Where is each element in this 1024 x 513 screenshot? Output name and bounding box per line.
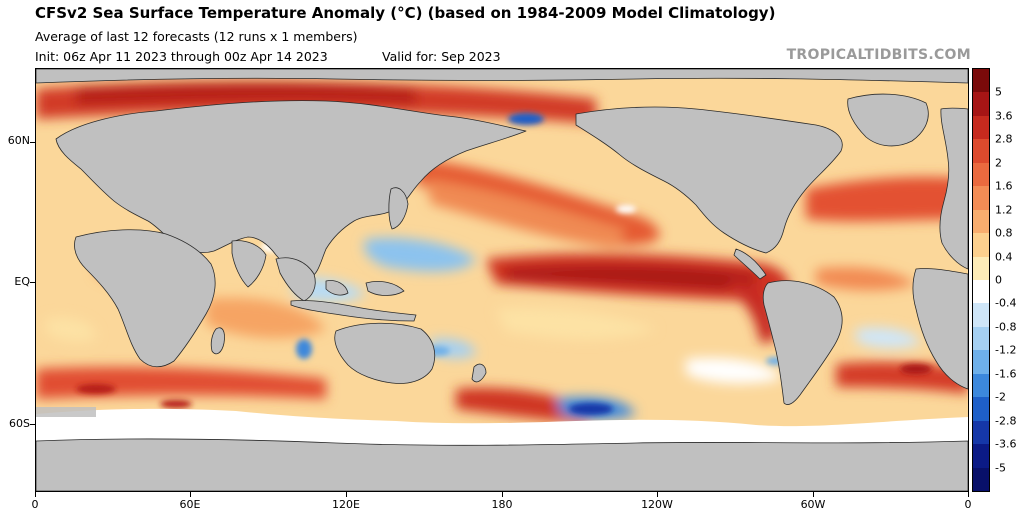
colorbar-segment xyxy=(973,350,989,375)
y-tick-mark xyxy=(30,142,35,143)
init-time: Init: 06z Apr 11 2023 through 00z Apr 14… xyxy=(35,49,328,64)
site-watermark: TROPICALTIDBITS.COM xyxy=(786,47,971,63)
colorbar-segment xyxy=(973,139,989,164)
map-title: CFSv2 Sea Surface Temperature Anomaly (°… xyxy=(35,4,776,22)
colorbar-label: 5 xyxy=(995,85,1002,99)
x-tick-180: 180 xyxy=(491,498,513,511)
colorbar-segment xyxy=(973,467,989,491)
x-tick-60e: 60E xyxy=(179,498,201,511)
land-masses xyxy=(36,69,968,491)
x-tick-0-east: 0 xyxy=(964,498,972,511)
colorbar-segment xyxy=(973,115,989,140)
x-tick-mark xyxy=(502,492,503,497)
x-tick-mark xyxy=(346,492,347,497)
colorbar-label: 2.8 xyxy=(995,132,1013,146)
colorbar-segment xyxy=(973,233,989,258)
x-tick-120e: 120E xyxy=(332,498,360,511)
valid-time: Valid for: Sep 2023 xyxy=(382,49,501,64)
colorbar xyxy=(972,68,990,492)
y-tick-60n: 60N xyxy=(7,134,30,147)
x-tick-120w: 120W xyxy=(641,498,673,511)
colorbar-label: -3.6 xyxy=(995,437,1017,451)
colorbar-label: -0.8 xyxy=(995,320,1017,334)
colorbar-segment xyxy=(973,303,989,328)
colorbar-segment xyxy=(973,186,989,211)
colorbar-label: -5 xyxy=(995,461,1006,475)
y-tick-mark xyxy=(30,424,35,425)
colorbar-segment xyxy=(973,326,989,351)
colorbar-segment xyxy=(973,280,989,304)
colorbar-segment xyxy=(973,162,989,187)
ice-edge-strip xyxy=(36,407,96,417)
colorbar-segment xyxy=(973,397,989,422)
forecast-average-note: Average of last 12 forecasts (12 runs x … xyxy=(35,29,358,44)
colorbar-segment xyxy=(973,92,989,117)
colorbar-label: -1.6 xyxy=(995,367,1017,381)
colorbar-label: 0 xyxy=(995,273,1002,287)
colorbar-label: 1.6 xyxy=(995,179,1013,193)
colorbar-segment xyxy=(973,373,989,398)
colorbar-label: 1.2 xyxy=(995,203,1013,217)
x-tick-mark xyxy=(190,492,191,497)
y-tick-60s: 60S xyxy=(9,417,30,430)
x-tick-mark xyxy=(813,492,814,497)
x-tick-0: 0 xyxy=(31,498,39,511)
colorbar-segment xyxy=(973,69,989,93)
sst-anomaly-map xyxy=(35,68,969,492)
map-canvas xyxy=(36,69,968,491)
x-tick-mark xyxy=(35,492,36,497)
x-tick-mark xyxy=(968,492,969,497)
colorbar-label: 0.8 xyxy=(995,226,1013,240)
colorbar-label: -0.4 xyxy=(995,296,1017,310)
colorbar-label: -1.2 xyxy=(995,343,1017,357)
y-tick-mark xyxy=(30,282,35,283)
colorbar-label: 0.4 xyxy=(995,250,1013,264)
colorbar-segment xyxy=(973,444,989,469)
y-tick-equator: EQ xyxy=(14,275,30,288)
colorbar-label: 2 xyxy=(995,156,1002,170)
colorbar-label: -2 xyxy=(995,390,1006,404)
colorbar-segment xyxy=(973,420,989,445)
colorbar-label: 3.6 xyxy=(995,109,1013,123)
colorbar-segment xyxy=(973,209,989,234)
colorbar-segment xyxy=(973,256,989,281)
x-tick-60w: 60W xyxy=(800,498,826,511)
x-tick-mark xyxy=(657,492,658,497)
colorbar-label: -2.8 xyxy=(995,414,1017,428)
